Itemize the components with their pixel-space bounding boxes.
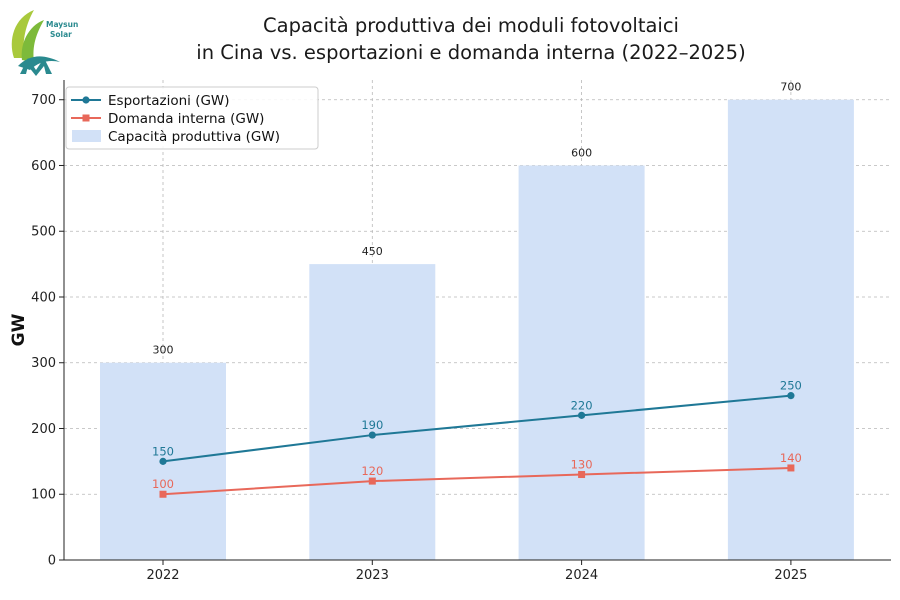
y-tick-label: 200 — [31, 422, 56, 437]
maysun-solar-logo: Maysun Solar — [11, 10, 78, 76]
domestic-demand-point — [368, 477, 376, 485]
line-series — [159, 392, 795, 498]
x-tick-label: 2023 — [356, 568, 389, 583]
logo-m-icon — [20, 58, 52, 76]
exports-line — [162, 394, 791, 463]
domestic-demand-point — [578, 471, 586, 479]
y-axis-label: GW — [9, 313, 29, 346]
legend-box — [65, 86, 319, 150]
capacity-bar-label: 600 — [571, 146, 592, 159]
legend-capacity-swatch — [72, 130, 101, 142]
bar-series — [100, 99, 854, 561]
legend-capacity-label: Capacità produttiva (GW) — [108, 129, 280, 145]
x-tick-label: 2022 — [146, 568, 179, 583]
exports-point-label: 250 — [780, 379, 802, 393]
exports-point-label: 190 — [361, 418, 383, 432]
exports-point-label: 220 — [571, 398, 593, 412]
domestic-demand-point-label: 100 — [152, 477, 174, 491]
legend-domestic-demand-label: Domanda interna (GW) — [108, 111, 264, 127]
exports-point — [787, 392, 795, 400]
chart-title-line2: in Cina vs. esportazioni e domanda inter… — [196, 41, 745, 64]
capacity-bar — [518, 165, 645, 561]
y-tick-label: 300 — [31, 356, 56, 371]
exports-point — [578, 411, 586, 419]
y-tick-label: 0 — [48, 554, 56, 569]
x-tick-label: 2025 — [774, 568, 807, 583]
y-tick-label: 100 — [31, 488, 56, 503]
data-labels: 300 450 600 700 150 190 220 250 100 120 130 140 — [152, 81, 802, 492]
logo-leaf-icon — [21, 20, 44, 62]
logo-name-line1: Maysun — [46, 20, 78, 29]
chart-title-line1: Capacità produttiva dei moduli fotovolta… — [263, 14, 679, 37]
logo-leaf-icon — [11, 10, 35, 58]
legend-exports-marker — [82, 96, 90, 104]
axes: 0 100 200 300 400 500 600 700 2022 2023 2024 2025 — [31, 80, 891, 583]
domestic-demand-point-label: 140 — [780, 451, 802, 465]
legend-exports-label: Esportazioni (GW) — [108, 93, 230, 109]
domestic-demand-point-label: 130 — [571, 458, 593, 472]
exports-point — [368, 431, 376, 439]
capacity-bar-label: 450 — [362, 245, 383, 258]
y-tick-label: 400 — [31, 290, 56, 305]
y-tick-label: 700 — [31, 93, 56, 108]
x-tick-label: 2024 — [565, 568, 598, 583]
legend-domestic-demand-marker — [82, 114, 90, 122]
legend: Esportazioni (GW) Domanda interna (GW) Cap… — [65, 86, 319, 150]
logo-name-line2: Solar — [50, 30, 72, 39]
capacity-bar — [309, 264, 436, 560]
exports-point — [159, 457, 167, 465]
domestic-demand-point — [787, 464, 795, 472]
y-tick-label: 500 — [31, 225, 56, 240]
y-tick-label: 600 — [31, 159, 56, 174]
domestic-demand-line — [162, 466, 791, 496]
exports-point-label: 150 — [152, 444, 174, 458]
capacity-bar — [727, 99, 854, 561]
capacity-bar-label: 700 — [780, 81, 801, 94]
capacity-bar-label: 300 — [153, 344, 174, 357]
domestic-demand-point-label: 120 — [361, 464, 383, 478]
domestic-demand-point — [159, 490, 167, 498]
